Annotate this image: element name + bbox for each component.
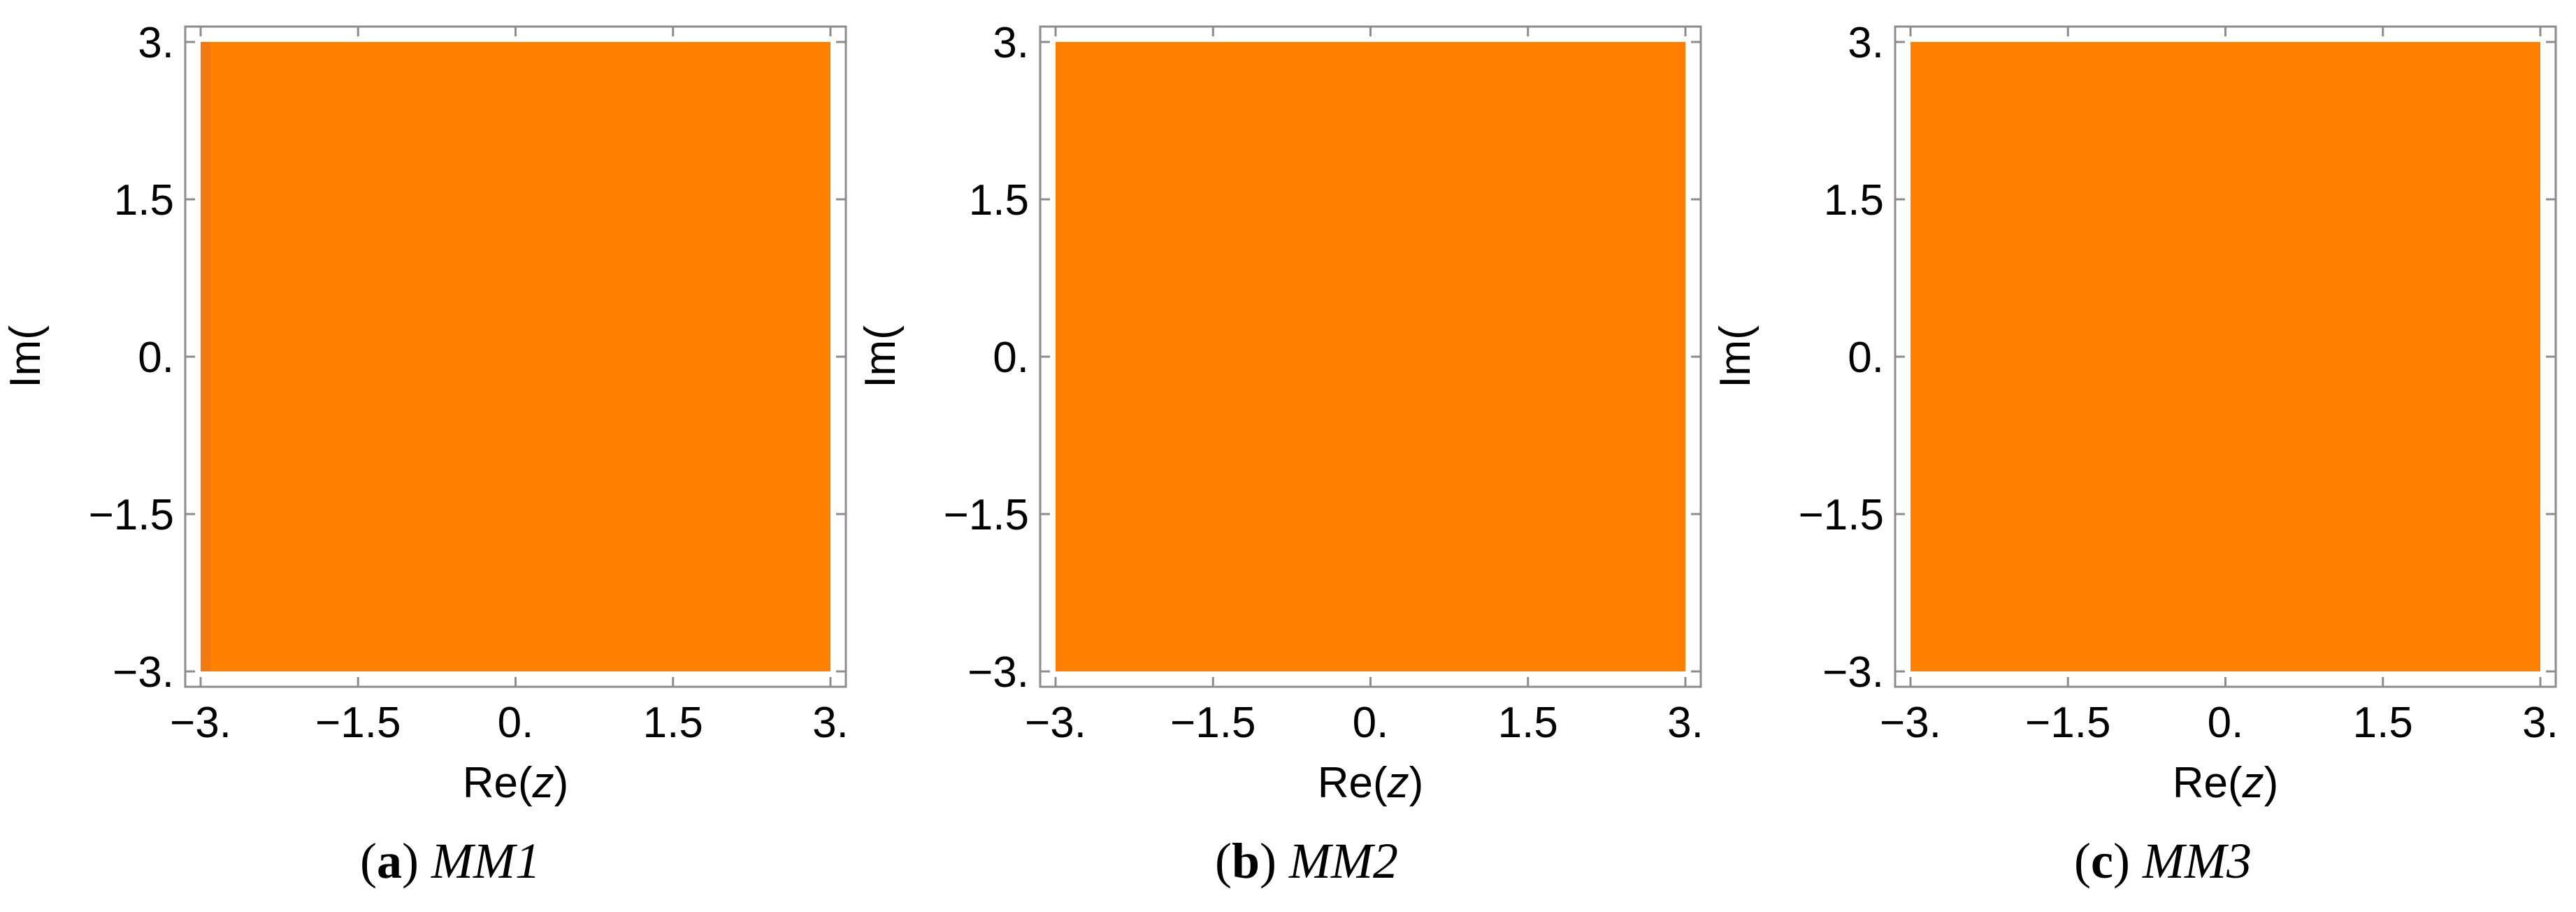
y-tick-label-c-3: 1.5 <box>1824 176 1884 225</box>
y-tick-label-b-4: 3. <box>993 19 1029 67</box>
y-tick-label-c-0: −3. <box>1822 648 1884 697</box>
panel-c: −3. −1.5 0. 1.5 3. −3. −1.5 0. 1.5 3. Re(z) Im( <box>1711 19 2559 807</box>
x-axis-label-var-c: z <box>2242 759 2264 807</box>
x-tick-label-a-1: −1.5 <box>315 699 401 747</box>
y-tick-label-c-1: −1.5 <box>1799 491 1884 539</box>
x-axis-label-prefix-c: Re( <box>2173 759 2243 807</box>
basin-edge-c <box>1911 42 1920 671</box>
y-tick-label-c-2: 0. <box>1848 334 1884 382</box>
panel-a: −3. −1.5 0. 1.5 3. −3. −1.5 0. 1.5 3. Re(z) Im( <box>1 19 849 807</box>
caption-a: (a) MM1 <box>360 833 540 889</box>
basin-edge-a <box>201 42 210 671</box>
x-axis-label-prefix-a: Re( <box>463 759 533 807</box>
y-axis-label-a: Im( <box>1 325 50 388</box>
caption-b: (b) MM2 <box>1215 833 1398 889</box>
x-axis-label-suffix-a: ) <box>554 759 569 807</box>
x-tick-label-c-4: 3. <box>2522 699 2559 747</box>
y-axis-label-c: Im( <box>1711 325 1760 388</box>
x-axis-label-suffix-c: ) <box>2264 759 2279 807</box>
caption-b-label: b <box>1232 833 1260 889</box>
caption-c: (c) MM3 <box>2074 833 2252 889</box>
y-tick-label-c-4: 3. <box>1848 19 1884 67</box>
x-tick-label-b-2: 0. <box>1353 699 1389 747</box>
x-axis-label-c: Re(z) <box>2173 759 2279 807</box>
x-tick-label-b-1: −1.5 <box>1170 699 1255 747</box>
x-tick-label-a-2: 0. <box>498 699 534 747</box>
x-axis-label-prefix-b: Re( <box>1318 759 1388 807</box>
y-tick-label-a-4: 3. <box>138 19 174 67</box>
caption-a-label: a <box>377 833 403 889</box>
basin-region-b <box>1056 42 1685 671</box>
x-tick-label-c-3: 1.5 <box>2353 699 2413 747</box>
basin-region-c <box>1911 42 2540 671</box>
x-axis-label-var-a: z <box>532 759 554 807</box>
x-tick-label-c-1: −1.5 <box>2025 699 2110 747</box>
basin-region-a <box>201 42 830 671</box>
x-tick-label-b-4: 3. <box>1667 699 1704 747</box>
x-tick-label-a-0: −3. <box>170 699 231 747</box>
y-tick-label-a-2: 0. <box>138 334 174 382</box>
x-tick-label-b-0: −3. <box>1025 699 1086 747</box>
x-tick-label-b-3: 1.5 <box>1498 699 1558 747</box>
caption-a-method: MM1 <box>431 833 540 889</box>
y-tick-label-b-0: −3. <box>967 648 1029 697</box>
y-tick-label-a-3: 1.5 <box>114 176 174 225</box>
y-tick-label-a-0: −3. <box>113 648 174 697</box>
caption-c-method: MM3 <box>2142 833 2252 889</box>
basin-edge-b <box>1056 42 1065 671</box>
x-tick-label-a-3: 1.5 <box>643 699 703 747</box>
x-axis-label-a: Re(z) <box>463 759 569 807</box>
y-axis-label-b: Im( <box>856 325 905 388</box>
x-axis-label-var-b: z <box>1387 759 1409 807</box>
x-axis-label-b: Re(z) <box>1318 759 1424 807</box>
y-tick-label-b-2: 0. <box>993 334 1029 382</box>
panel-b: −3. −1.5 0. 1.5 3. −3. −1.5 0. 1.5 3. Re(z) Im( <box>856 19 1704 807</box>
x-tick-label-a-4: 3. <box>812 699 849 747</box>
x-tick-label-c-2: 0. <box>2208 699 2244 747</box>
y-tick-label-a-1: −1.5 <box>89 491 174 539</box>
caption-b-method: MM2 <box>1289 833 1398 889</box>
x-tick-label-c-0: −3. <box>1880 699 1941 747</box>
y-tick-label-b-3: 1.5 <box>969 176 1029 225</box>
caption-c-label: c <box>2091 833 2113 889</box>
x-axis-label-suffix-b: ) <box>1409 759 1424 807</box>
y-tick-label-b-1: −1.5 <box>944 491 1029 539</box>
